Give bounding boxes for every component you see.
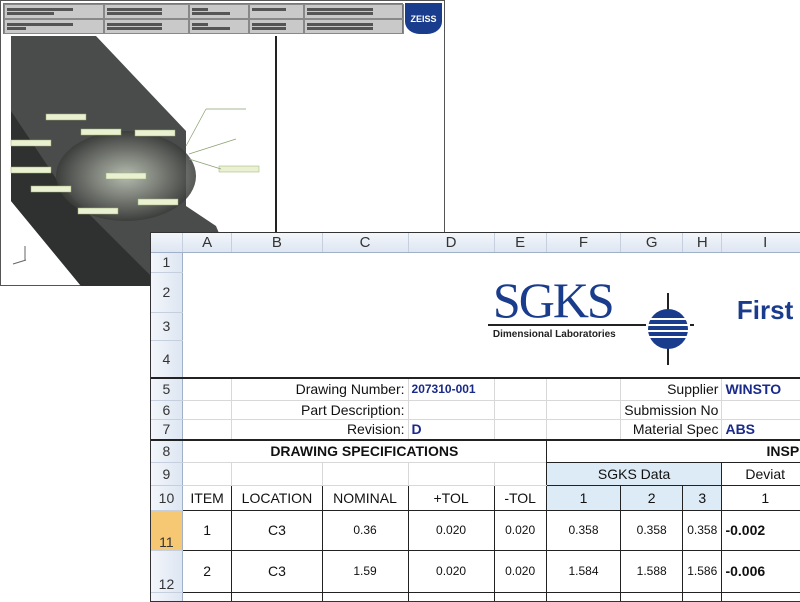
column-header[interactable]: I [721,233,800,253]
cell[interactable]: 1 [181,509,233,551]
3d-model-view[interactable] [1,36,275,286]
column-header[interactable]: H [682,233,723,253]
material-value[interactable]: ABS [721,418,800,441]
column-label-nominal: NOMINAL [321,484,409,511]
table-row: 11 1 C3 0.36 0.020 0.020 0.358 0.358 0.3… [151,509,800,551]
column-header[interactable]: E [494,233,547,253]
drawing-specifications-heading: DRAWING SPECIFICATIONS [182,440,547,462]
column-label-minus-tol: -TOL [493,484,547,511]
column-label-sample-1: 1 [545,484,622,511]
column-header[interactable]: D [408,233,495,253]
part-edge [11,111,161,286]
cell[interactable]: 1.586 [682,549,723,593]
cell[interactable]: 1.588 [620,549,684,593]
supplier-value[interactable]: WINSTO [721,377,800,401]
part-description-label: Part Description: [231,399,409,420]
row-header[interactable]: 9 [151,462,183,486]
column-header[interactable]: B [231,233,323,253]
spreadsheet[interactable]: A B C D E F G H I 1 SGKS Dimensional Lab… [150,232,800,602]
cad-viewer-window: ZEISS [0,0,445,286]
row-header[interactable]: 5 [151,378,183,401]
part-description-value[interactable] [407,399,495,420]
cell[interactable]: C3 [231,549,323,593]
column-label-location: LOCATION [231,484,323,511]
drawing-number-label: Drawing Number: [231,377,409,401]
submission-value[interactable] [721,399,800,420]
row-header[interactable]: 3 [151,312,183,341]
column-label-sample-3: 3 [682,484,723,511]
cell[interactable]: 1.584 [545,549,622,593]
viewport-divider [275,36,277,286]
title-block [3,3,404,34]
cell[interactable]: -0.006 [721,549,800,593]
cell[interactable]: 1.59 [321,549,409,593]
column-header[interactable]: F [546,233,622,253]
header-area: SGKS Dimensional Laboratories First [182,252,800,378]
inspection-heading: INSPE [766,443,800,460]
cell[interactable]: 0.020 [407,549,495,593]
column-header[interactable]: A [182,233,233,253]
sgks-logo: SGKS Dimensional Laboratories [487,275,698,365]
cell[interactable]: 0.020 [493,549,547,593]
material-label: Material Spec [620,418,723,441]
cell[interactable]: 0.358 [620,509,684,551]
cell[interactable]: 0.358 [682,509,723,551]
column-label-plus-tol: +TOL [407,484,495,511]
cell[interactable]: 0.36 [321,509,409,551]
revision-label: Revision: [231,418,409,441]
column-header[interactable]: C [322,233,409,253]
row-header[interactable]: 7 [151,419,183,441]
supplier-label: Supplier [620,377,723,401]
report-title: First [736,294,794,325]
drawing-number-value[interactable]: 207310-001 [407,377,495,401]
revision-value[interactable]: D [407,418,495,441]
deviation-heading: Deviat [721,461,800,486]
row-header[interactable]: 2 [151,272,183,313]
dimension-labels [10,113,260,215]
cell[interactable]: 0.020 [493,509,547,551]
submission-label: Submission No [620,399,723,420]
cell[interactable]: 2 [181,549,233,593]
row-header[interactable]: 6 [151,400,183,420]
inspection-report-grid[interactable]: A B C D E F G H I 1 SGKS Dimensional Lab… [151,233,800,601]
row-header[interactable]: 1 [151,252,183,273]
sgks-data-heading: SGKS Data [545,461,723,486]
cell[interactable]: C3 [231,509,323,551]
row-header[interactable]: 11 [151,510,183,551]
select-all-corner[interactable] [151,233,183,253]
table-row: 12 2 C3 1.59 0.020 0.020 1.584 1.588 1.5… [151,549,800,593]
column-label-sample-2: 2 [620,484,684,511]
row-header[interactable]: 10 [151,485,183,511]
column-label-deviation-1: 1 [721,484,800,511]
row-header[interactable]: 12 [151,550,183,593]
cell[interactable]: -0.002 [721,509,800,551]
row-header[interactable]: 8 [151,440,183,463]
column-header[interactable]: G [620,233,684,253]
column-label-item: ITEM [181,484,233,511]
cell[interactable]: 0.358 [545,509,622,551]
globe-icon [645,292,690,365]
cell[interactable]: 0.020 [407,509,495,551]
row-header[interactable]: 4 [151,340,183,379]
zeiss-logo: ZEISS [405,3,442,34]
